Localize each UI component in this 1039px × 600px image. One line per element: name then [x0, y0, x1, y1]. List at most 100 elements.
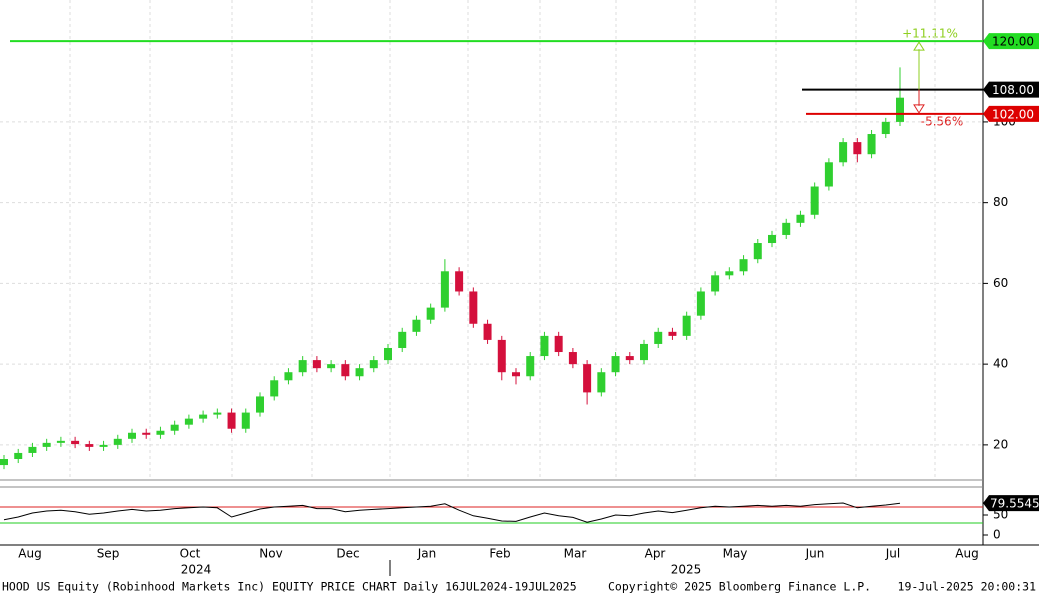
- candle-body: [28, 446, 37, 453]
- rsi-last-label: 79.5545: [990, 497, 1039, 511]
- candle-body: [384, 347, 392, 361]
- candle-body: [355, 368, 364, 377]
- down-arrowhead: [913, 104, 925, 114]
- footer-right: 19-Jul-2025 20:00:31: [898, 580, 1037, 594]
- rsi-tag: [983, 495, 1039, 512]
- candle-body: [483, 323, 492, 340]
- candle-body: [782, 222, 791, 235]
- candle-body: [398, 331, 407, 348]
- x-tick-label: Feb: [489, 547, 510, 561]
- candle-body: [696, 291, 705, 316]
- candle-body: [170, 424, 179, 431]
- candle-body: [270, 380, 279, 397]
- candle-body: [896, 97, 904, 122]
- candle-body: [568, 352, 577, 365]
- x-tick-label: Nov: [259, 547, 282, 561]
- x-tick-label: Oct: [180, 547, 201, 561]
- candle-body: [298, 360, 307, 373]
- candle-body: [199, 414, 208, 419]
- level-label: 102.00: [992, 107, 1034, 121]
- candle-body: [853, 142, 862, 155]
- candle-body: [455, 271, 464, 292]
- x-tick-label: Jan: [417, 547, 437, 561]
- rsi-line: [3, 502, 901, 523]
- candle-body: [14, 452, 23, 460]
- candle-body: [312, 360, 321, 369]
- candle-body: [284, 372, 293, 381]
- candle-body: [426, 307, 435, 320]
- candle-body: [42, 442, 51, 447]
- candle-body: [512, 372, 520, 377]
- candle-body: [839, 142, 848, 163]
- candle-body: [440, 271, 449, 308]
- up-annotation: +11.11%: [902, 27, 958, 41]
- candle-body: [768, 234, 776, 244]
- candle-body: [56, 440, 65, 443]
- candle-body: [867, 134, 876, 155]
- level-label: 108.00: [992, 83, 1034, 97]
- candle-body: [583, 364, 592, 393]
- candle-body: [142, 432, 151, 435]
- y-tick-label: 60: [993, 276, 1008, 290]
- footer-left: HOOD US Equity (Robinhood Markets Inc) E…: [2, 580, 577, 594]
- x-tick-label: Mar: [564, 547, 587, 561]
- x-tick-label: Apr: [645, 547, 666, 561]
- candle-body: [227, 412, 236, 429]
- candle-body: [725, 271, 734, 276]
- candle-body: [554, 335, 563, 353]
- candle-body: [540, 335, 549, 357]
- level-tag: [983, 81, 1039, 98]
- year-label: 2024: [181, 563, 212, 577]
- candle-body: [0, 459, 8, 466]
- year-label: 2025: [671, 563, 702, 577]
- candle-body: [412, 319, 421, 332]
- candle-body: [711, 275, 720, 292]
- candle-body: [213, 412, 222, 415]
- candle-body: [241, 412, 250, 429]
- candle-body: [327, 364, 336, 369]
- candle-body: [184, 418, 193, 425]
- candle-body: [810, 186, 819, 215]
- candle-body: [256, 396, 264, 413]
- candle-body: [753, 243, 762, 260]
- candle-body: [640, 343, 648, 361]
- x-tick-label: Aug: [18, 547, 41, 561]
- candle-body: [85, 444, 94, 447]
- candle-body: [99, 444, 108, 447]
- candle-body: [625, 356, 634, 361]
- level-tag: [983, 33, 1039, 50]
- candle-body: [71, 440, 80, 445]
- candle-body: [497, 339, 506, 373]
- up-arrowhead: [913, 41, 925, 51]
- candle-body: [824, 162, 833, 187]
- candle-body: [113, 438, 122, 445]
- x-tick-label: Aug: [955, 547, 978, 561]
- candle-body: [128, 432, 136, 439]
- level-label: 120.00: [992, 35, 1034, 49]
- level-tag: [983, 105, 1039, 122]
- candle-body: [682, 315, 691, 336]
- x-tick-label: May: [723, 547, 748, 561]
- candle-body: [881, 121, 890, 135]
- candle-body: [611, 356, 620, 373]
- candle-body: [796, 214, 805, 223]
- candle-body: [654, 331, 663, 344]
- candle-body: [469, 291, 478, 324]
- y-tick-label: 80: [993, 195, 1008, 209]
- candle-body: [156, 430, 165, 435]
- candle-body: [597, 372, 606, 393]
- x-tick-label: Jul: [885, 547, 900, 561]
- candle-body: [668, 331, 677, 336]
- x-tick-label: Jun: [805, 547, 825, 561]
- candle-body: [341, 364, 350, 377]
- rsi-tick-label: 0: [993, 528, 1001, 542]
- candle-body: [739, 259, 748, 272]
- candle-body: [526, 356, 535, 377]
- x-tick-label: Dec: [336, 547, 359, 561]
- footer-center: Copyright© 2025 Bloomberg Finance L.P.: [608, 580, 871, 594]
- candle-body: [369, 360, 378, 369]
- y-tick-label: 20: [993, 437, 1008, 451]
- x-tick-label: Sep: [97, 547, 120, 561]
